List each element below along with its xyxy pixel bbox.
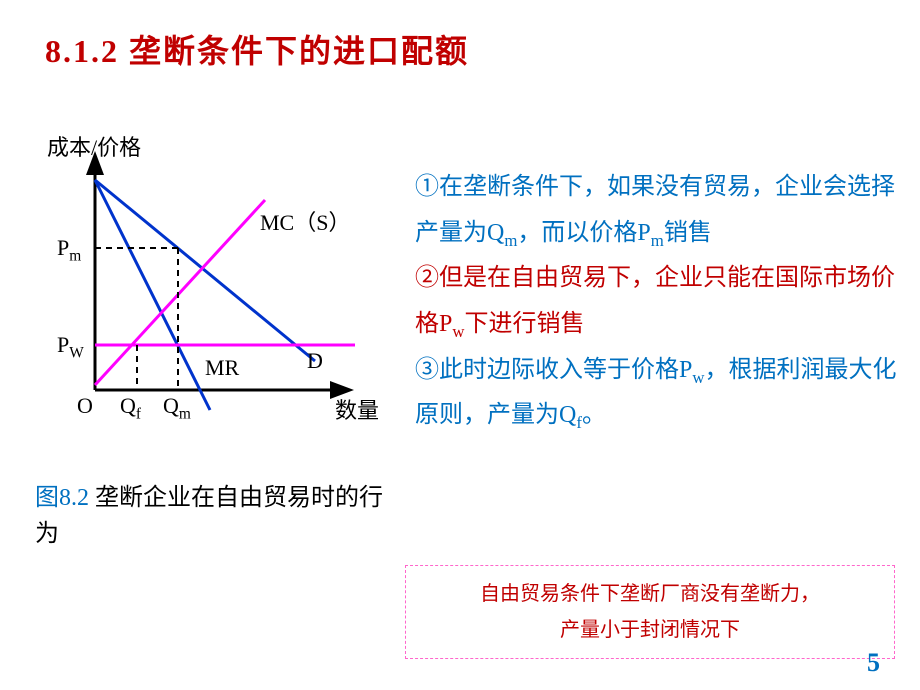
explain-prefix-1: ① xyxy=(415,174,439,200)
explain-line-1: ①在垄断条件下，如果没有贸易，企业会选择产量为Qm，而以价格Pm销售 xyxy=(415,165,905,256)
page-number: 5 xyxy=(867,648,880,678)
explanation-block: ①在垄断条件下，如果没有贸易，企业会选择产量为Qm，而以价格Pm销售 ②但是在自… xyxy=(415,165,905,439)
figure-caption: 图8.2 垄断企业在自由贸易时的行为 xyxy=(35,480,395,552)
qf-label: Qf xyxy=(120,393,141,423)
footnote-line-2: 产量小于封闭情况下 xyxy=(414,612,886,648)
slide-title: 8.1.2 垄断条件下的进口配额 xyxy=(45,26,469,72)
explain-text-3: 此时边际收入等于价格Pw，根据利润最大化原则，产量为Qf。 xyxy=(415,357,896,429)
explain-line-3: ③此时边际收入等于价格Pw，根据利润最大化原则，产量为Qf。 xyxy=(415,348,905,439)
explain-prefix-3: ③ xyxy=(415,357,439,383)
x-axis-label: 数量 xyxy=(335,393,379,425)
explain-line-2: ②但是在自由贸易下，企业只能在国际市场价格Pw下进行销售 xyxy=(415,256,905,347)
footnote-box: 自由贸易条件下垄断厂商没有垄断力， 产量小于封闭情况下 xyxy=(405,565,895,659)
qm-label: Qm xyxy=(163,393,191,423)
mr-label: MR xyxy=(205,355,239,381)
chart-region: Pm PW O Qf Qm 数量 MC（S） MR D xyxy=(35,150,395,450)
explain-text-1: 在垄断条件下，如果没有贸易，企业会选择产量为Qm，而以价格Pm销售 xyxy=(415,174,895,246)
mc-label: MC（S） xyxy=(260,205,350,237)
explain-text-2: 但是在自由贸易下，企业只能在国际市场价格Pw下进行销售 xyxy=(415,265,895,337)
footnote-line-1: 自由贸易条件下垄断厂商没有垄断力， xyxy=(414,576,886,612)
pw-label: PW xyxy=(57,332,84,362)
origin-label: O xyxy=(77,393,93,419)
caption-fig-number: 图8.2 xyxy=(35,485,89,511)
explain-prefix-2: ② xyxy=(415,265,439,291)
d-label: D xyxy=(307,348,323,374)
pm-label: Pm xyxy=(57,235,81,265)
